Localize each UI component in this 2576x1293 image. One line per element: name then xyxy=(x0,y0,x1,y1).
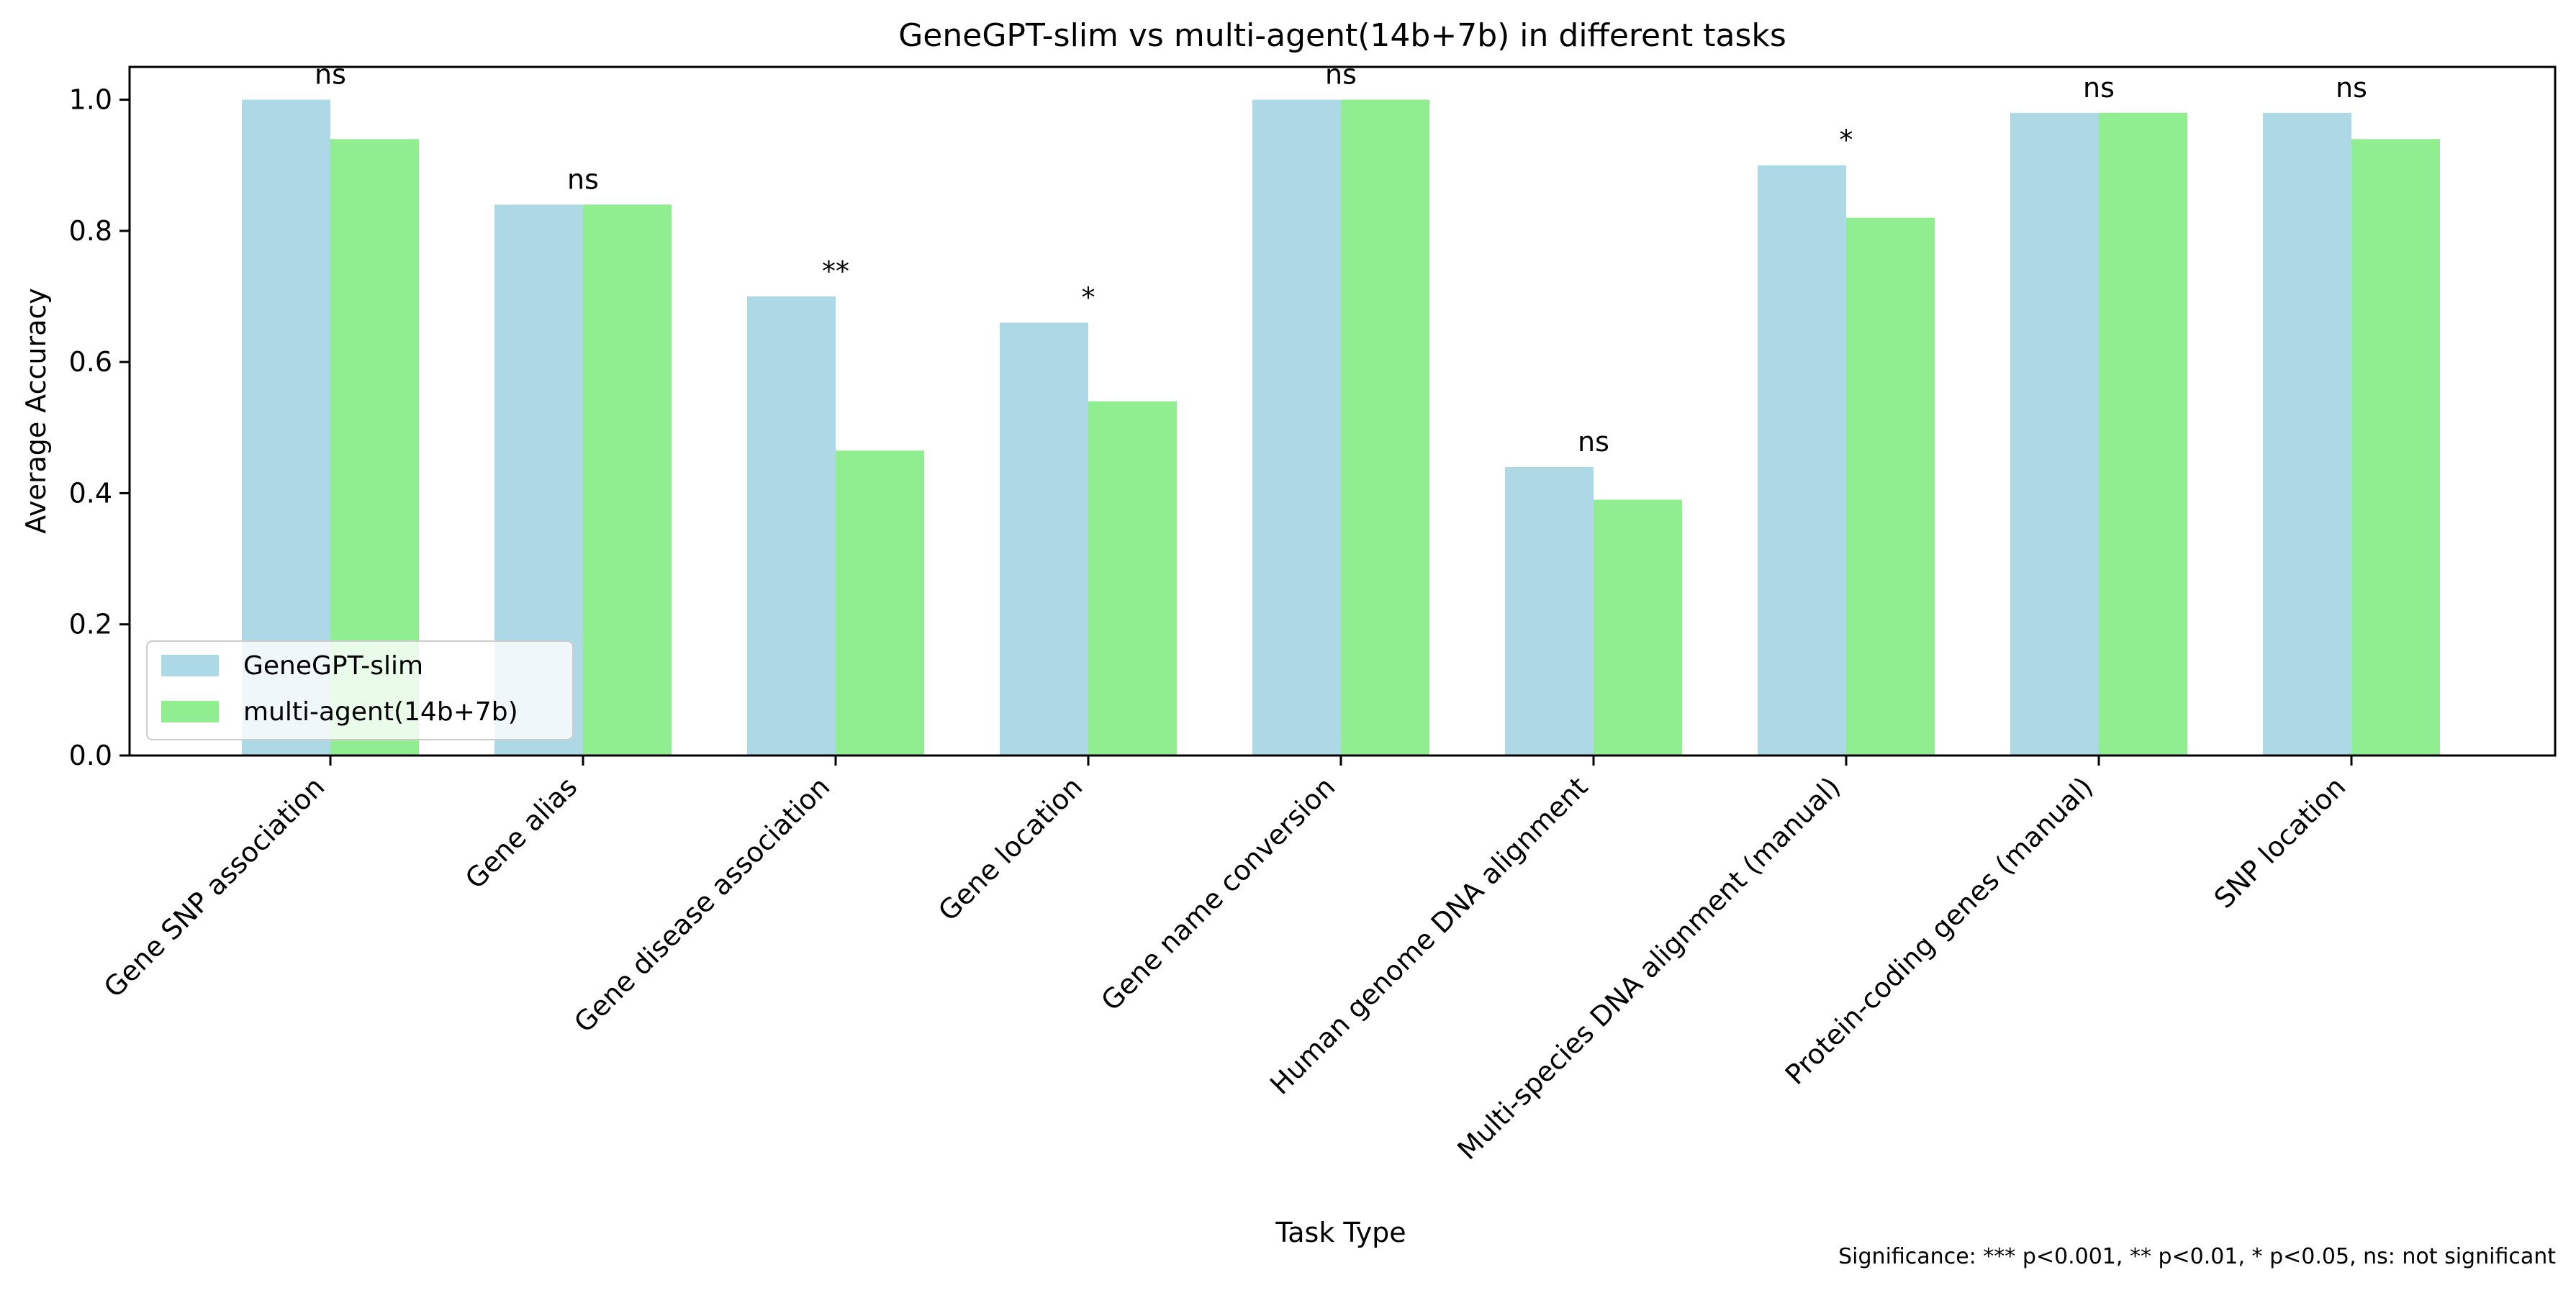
significance-label-8: ns xyxy=(2336,72,2367,104)
significance-footnote: Significance: *** p<0.001, ** p<0.01, * … xyxy=(1838,1244,2556,1269)
significance-label-7: ns xyxy=(2083,72,2115,104)
y-tick-label-3: 0.6 xyxy=(69,346,112,378)
bar-genegpt-slim-2 xyxy=(747,296,836,756)
chart-title: GeneGPT-slim vs multi-agent(14b+7b) in d… xyxy=(898,17,1786,54)
significance-label-6: * xyxy=(1840,124,1853,156)
legend-swatch-multi-agent xyxy=(161,701,219,722)
bar-multi-agent-14b-7b--1 xyxy=(583,204,672,756)
y-tick-label-0: 0.0 xyxy=(69,740,112,771)
legend-label-multi-agent: multi-agent(14b+7b) xyxy=(243,697,518,727)
y-axis: 0.0 0.2 0.4 0.6 0.8 1.0 xyxy=(69,84,130,771)
bars-layer xyxy=(242,99,2440,756)
y-tick-label-1: 0.2 xyxy=(69,609,112,640)
bar-genegpt-slim-5 xyxy=(1505,466,1594,756)
y-axis-label: Average Accuracy xyxy=(20,288,52,534)
legend-box xyxy=(146,640,574,740)
bar-genegpt-slim-6 xyxy=(1758,165,1846,756)
bar-multi-agent-14b-7b--3 xyxy=(1088,401,1177,756)
legend: GeneGPT-slim multi-agent(14b+7b) xyxy=(146,640,574,740)
bar-multi-agent-14b-7b--2 xyxy=(836,450,924,756)
bar-genegpt-slim-8 xyxy=(2263,112,2351,756)
significance-label-2: ** xyxy=(822,255,849,287)
bar-genegpt-slim-4 xyxy=(1252,99,1341,756)
y-tick-label-4: 0.8 xyxy=(69,215,112,247)
legend-swatch-geneGPT-slim xyxy=(161,655,219,676)
bar-multi-agent-14b-7b--4 xyxy=(1341,99,1429,756)
y-tick-label-2: 0.4 xyxy=(69,477,112,509)
bar-multi-agent-14b-7b--6 xyxy=(1846,217,1935,756)
bar-genegpt-slim-7 xyxy=(2010,112,2099,756)
x-axis-label: Task Type xyxy=(1275,1217,1406,1248)
plot-frame xyxy=(128,65,2557,757)
legend-label-geneGPT-slim: GeneGPT-slim xyxy=(243,651,423,681)
significance-label-4: ns xyxy=(1325,59,1357,91)
significance-label-5: ns xyxy=(1578,426,1609,458)
bar-multi-agent-14b-7b--5 xyxy=(1594,499,1682,756)
significance-label-0: ns xyxy=(315,59,346,91)
significance-label-1: ns xyxy=(567,163,599,195)
bar-multi-agent-14b-7b--7 xyxy=(2099,112,2187,756)
significance-label-3: * xyxy=(1082,281,1095,313)
bar-multi-agent-14b-7b--8 xyxy=(2351,139,2440,756)
bar-genegpt-slim-3 xyxy=(1000,322,1088,756)
y-tick-label-5: 1.0 xyxy=(69,84,112,116)
